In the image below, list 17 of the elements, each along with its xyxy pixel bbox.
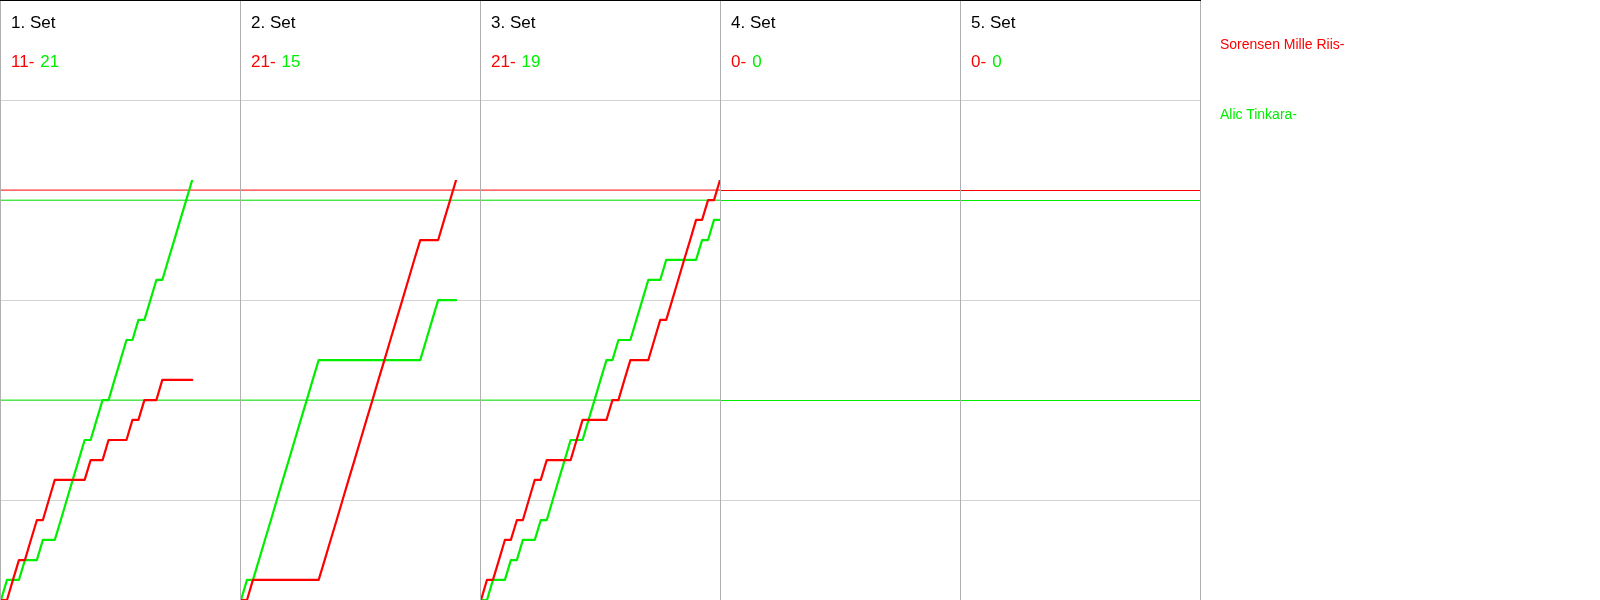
text: 0 — [752, 52, 762, 71]
text: 5. Set — [971, 13, 1016, 33]
legend-label: Sorensen Mille Riis- — [1220, 36, 1345, 54]
text: 0- — [971, 52, 987, 71]
chart-title: 3. Set — [491, 13, 536, 33]
text: 19 — [521, 52, 541, 71]
text: 0- — [731, 52, 747, 71]
text: 15 — [281, 52, 301, 71]
text: 0 — [992, 52, 1002, 71]
text: 4. Set — [731, 13, 776, 33]
chart-title: 1. Set — [11, 13, 56, 33]
text: 21- — [491, 52, 516, 71]
text: 11- — [11, 52, 35, 71]
text: 21 — [40, 52, 60, 71]
text: 21- — [251, 52, 276, 71]
legend-label: Alic Tinkara- — [1220, 106, 1299, 124]
chart-title: 2. Set — [251, 13, 296, 33]
